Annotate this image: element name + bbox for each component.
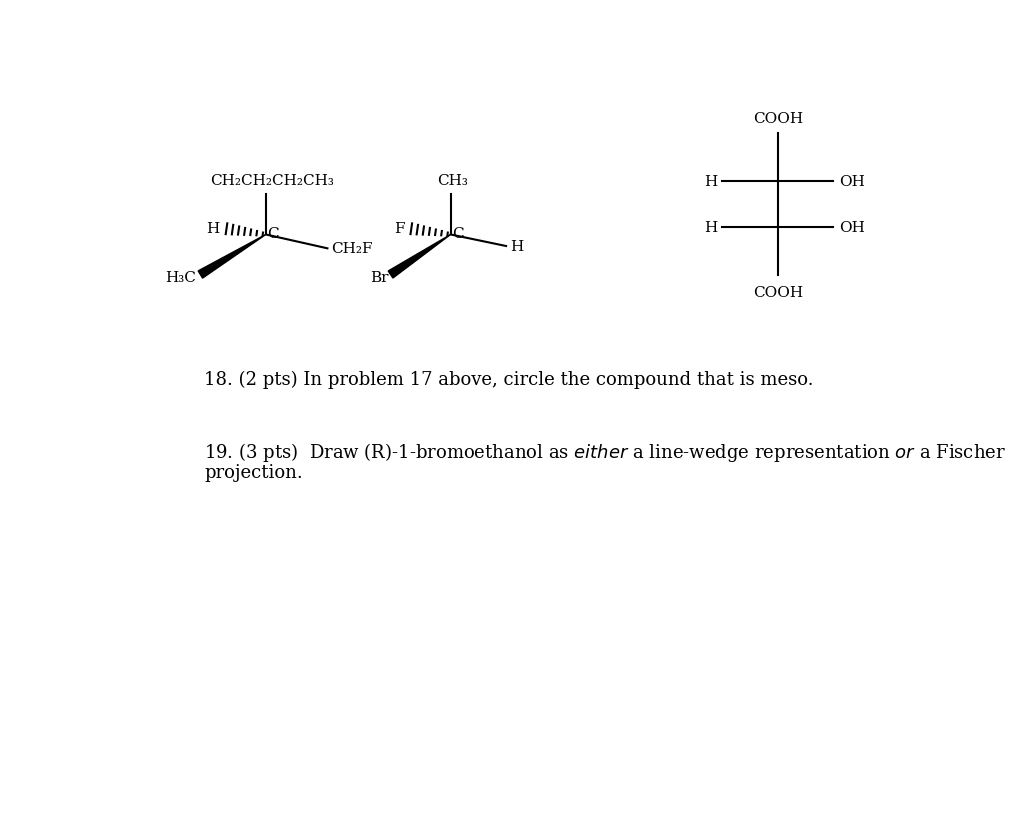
Text: C: C — [452, 227, 464, 241]
Text: CH₂F: CH₂F — [331, 242, 373, 256]
Text: COOH: COOH — [752, 112, 803, 126]
Text: H: H — [207, 222, 220, 236]
Text: H: H — [704, 174, 718, 188]
Polygon shape — [389, 235, 450, 278]
Text: CH₂CH₂CH₂CH₃: CH₂CH₂CH₂CH₃ — [210, 174, 334, 188]
Text: OH: OH — [839, 220, 865, 234]
Text: Br: Br — [370, 270, 389, 284]
Text: COOH: COOH — [752, 285, 803, 299]
Text: OH: OH — [839, 174, 865, 188]
Polygon shape — [198, 235, 266, 278]
Text: H: H — [704, 220, 718, 234]
Text: projection.: projection. — [205, 463, 303, 481]
Text: 18. (2 pts) In problem 17 above, circle the compound that is meso.: 18. (2 pts) In problem 17 above, circle … — [205, 370, 814, 388]
Text: 19. (3 pts)  Draw (R)-1-bromoethanol as $\mathit{either}$ a line-wedge represent: 19. (3 pts) Draw (R)-1-bromoethanol as $… — [205, 441, 1006, 464]
Text: F: F — [394, 222, 404, 236]
Text: H: H — [510, 240, 523, 254]
Text: H₃C: H₃C — [166, 270, 196, 284]
Text: C: C — [267, 227, 279, 241]
Text: CH₃: CH₃ — [438, 174, 469, 188]
